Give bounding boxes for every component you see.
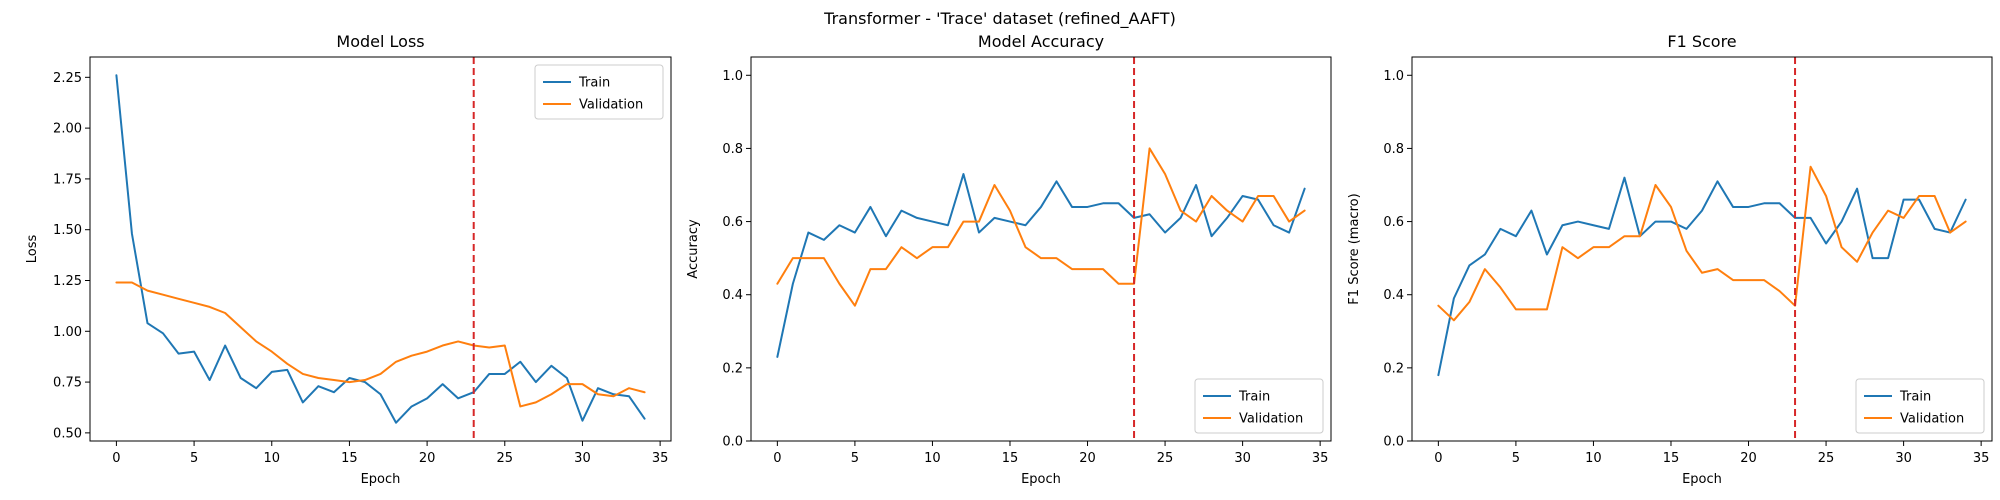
series-line-train	[776, 173, 1306, 358]
chart-title: Model Accuracy	[978, 32, 1104, 51]
chart-title: Model Loss	[336, 32, 424, 51]
chart-panel-2: 0 5 10 15 20 25 30 35 0.0 0.2 0.4 0.6 0.8 1.0 Model Ac…	[686, 32, 1332, 487]
axes-frame	[1411, 56, 1993, 442]
series-line-validation	[1437, 165, 1967, 322]
y-tick-label: 0.50	[53, 426, 82, 441]
x-tick-label: 0	[1434, 451, 1442, 466]
x-tick-label: 15	[1002, 451, 1019, 466]
series-line-validation	[776, 147, 1306, 307]
x-axis-label: Epoch	[1021, 472, 1061, 487]
legend-label-train: Train	[1238, 390, 1270, 405]
x-axis-label: Epoch	[361, 472, 401, 487]
legend: Train Validation	[1855, 378, 1985, 434]
x-tick-label: 25	[1157, 451, 1174, 466]
x-tick-label: 30	[1234, 451, 1251, 466]
plot-area	[751, 57, 1331, 441]
y-tick-label: 2.00	[53, 122, 82, 137]
x-tick-label: 5	[190, 451, 198, 466]
figure-title: Transformer - 'Trace' dataset (refined_A…	[823, 9, 1176, 29]
x-tick-label: 30	[1895, 451, 1912, 466]
y-tick-label: 0.4	[1383, 288, 1404, 303]
x-tick-label: 35	[1973, 451, 1990, 466]
plot-area	[90, 57, 671, 441]
axes-frame	[89, 56, 672, 442]
x-tick-label: 10	[924, 451, 941, 466]
y-tick-label: 1.0	[722, 69, 743, 84]
y-tick-label: 0.8	[1383, 142, 1404, 157]
legend-box	[1194, 378, 1324, 434]
plot-area	[1412, 57, 1992, 441]
series-group	[1437, 57, 1967, 441]
legend-box	[1855, 378, 1985, 434]
y-tick-label: 0.2	[1383, 361, 1404, 376]
y-axis-label: Accuracy	[686, 219, 701, 279]
x-tick-label: 20	[1740, 451, 1757, 466]
y-tick-label: 1.50	[53, 223, 82, 238]
x-tick-label: 30	[574, 451, 591, 466]
legend: Train Validation	[534, 64, 664, 120]
y-axis-label: F1 Score (macro)	[1347, 193, 1362, 304]
x-tick-label: 15	[341, 451, 358, 466]
legend-label-train: Train	[578, 76, 610, 91]
legend-box	[534, 64, 664, 120]
y-tick-label: 0.75	[53, 376, 82, 391]
series-group	[115, 57, 646, 441]
legend: Train Validation	[1194, 378, 1324, 434]
y-axis-label: Loss	[25, 235, 40, 264]
x-tick-label: 5	[851, 451, 859, 466]
series-line-train	[1437, 176, 1967, 377]
x-tick-label: 20	[419, 451, 436, 466]
x-tick-label: 10	[1585, 451, 1602, 466]
y-tick-label: 0.0	[1383, 435, 1404, 450]
series-line-validation	[115, 281, 646, 408]
legend-label-validation: Validation	[1239, 412, 1303, 427]
legend-label-validation: Validation	[1900, 412, 1964, 427]
x-tick-label: 10	[263, 451, 280, 466]
legend-label-validation: Validation	[579, 98, 643, 113]
legend-label-train: Train	[1899, 390, 1931, 405]
series-line-train	[115, 74, 646, 424]
y-tick-label: 2.25	[53, 71, 82, 86]
y-tick-label: 0.0	[722, 435, 743, 450]
chart-panel-3: 0 5 10 15 20 25 30 35 0.0 0.2 0.4 0.6 0.8 1.0 F1 Score…	[1347, 32, 1993, 487]
y-tick-label: 0.4	[722, 288, 743, 303]
y-tick-label: 0.2	[722, 361, 743, 376]
x-tick-label: 5	[1512, 451, 1520, 466]
chart-panel-1: 0 5 10 15 20 25 30 35 0.50 0.75 1.00 1.25 1.50 1.75 2.…	[25, 32, 672, 487]
x-tick-label: 35	[1312, 451, 1329, 466]
y-tick-label: 0.8	[722, 142, 743, 157]
x-tick-label: 0	[773, 451, 781, 466]
x-tick-label: 0	[112, 451, 120, 466]
x-tick-label: 25	[1818, 451, 1835, 466]
y-tick-label: 0.6	[722, 215, 743, 230]
x-tick-label: 25	[497, 451, 514, 466]
series-group	[776, 57, 1306, 441]
chart-title: F1 Score	[1667, 32, 1736, 51]
x-tick-label: 35	[652, 451, 669, 466]
y-tick-label: 1.75	[53, 172, 82, 187]
axes-frame	[750, 56, 1332, 442]
y-tick-label: 1.25	[53, 274, 82, 289]
y-tick-label: 1.00	[53, 325, 82, 340]
y-tick-label: 0.6	[1383, 215, 1404, 230]
x-tick-label: 15	[1663, 451, 1680, 466]
x-tick-label: 20	[1079, 451, 1096, 466]
x-axis-label: Epoch	[1682, 472, 1722, 487]
chart-panels: 0 5 10 15 20 25 30 350.500.751.001.251.501.752.…	[25, 32, 1993, 487]
y-tick-label: 1.0	[1383, 69, 1404, 84]
